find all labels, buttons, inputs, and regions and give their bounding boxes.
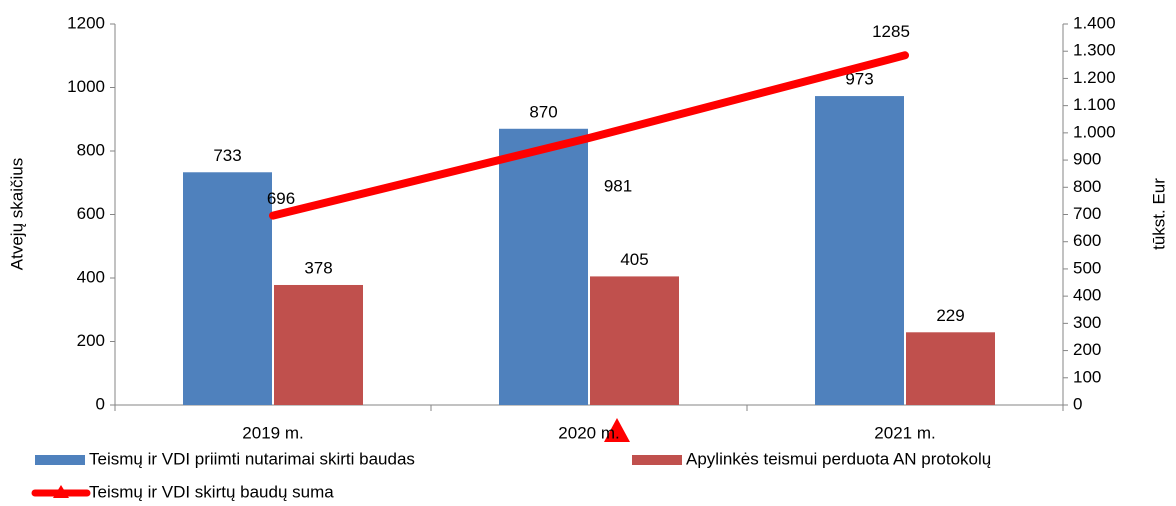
bar	[815, 96, 904, 405]
y-axis-title: Atvejų skaičius	[7, 158, 26, 270]
legend-label: Teismų ir VDI skirtų baudų suma	[89, 482, 334, 501]
legend-label: Teismų ir VDI priimti nutarimai skirti b…	[89, 449, 415, 468]
y-tick-label: 800	[77, 140, 105, 159]
bar	[183, 172, 272, 405]
y2-tick-label: 1.200	[1073, 68, 1116, 87]
bar	[274, 284, 363, 405]
legend-swatch	[632, 455, 682, 465]
y2-tick-label: 200	[1073, 340, 1101, 359]
y2-tick-label: 900	[1073, 150, 1101, 169]
y2-tick-label: 800	[1073, 177, 1101, 196]
bar-value-label: 405	[620, 250, 648, 269]
line-value-label: 1285	[872, 22, 910, 41]
y-tick-label: 600	[77, 204, 105, 223]
bar-value-label: 733	[213, 146, 241, 165]
y-tick-label: 400	[77, 267, 105, 286]
y-tick-label: 1200	[67, 13, 105, 32]
line-value-label: 981	[604, 177, 632, 196]
y-tick-label: 0	[96, 394, 105, 413]
bar-value-label: 229	[936, 306, 964, 325]
stray-marker	[604, 418, 630, 442]
bar	[499, 128, 588, 405]
bar	[906, 332, 995, 405]
line-value-label: 696	[267, 189, 295, 208]
bar	[590, 276, 679, 405]
y-tick-label: 200	[77, 331, 105, 350]
legend-label: Apylinkės teismui perduota AN protokolų	[686, 449, 991, 468]
y2-axis-title: tūkst. Eur	[1149, 178, 1168, 250]
y-tick-label: 1000	[67, 77, 105, 96]
line	[269, 51, 909, 220]
x-tick-label: 2019 m.	[242, 423, 303, 442]
y2-tick-label: 100	[1073, 367, 1101, 386]
x-tick-label: 2021 m.	[874, 423, 935, 442]
legend-marker	[53, 485, 69, 498]
legend-swatch	[35, 455, 85, 465]
y2-tick-label: 600	[1073, 231, 1101, 250]
bar-value-label: 973	[845, 70, 873, 89]
bar-value-label: 378	[304, 258, 332, 277]
y2-tick-label: 300	[1073, 313, 1101, 332]
y2-tick-label: 400	[1073, 286, 1101, 305]
y2-tick-label: 1.000	[1073, 122, 1116, 141]
y2-tick-label: 700	[1073, 204, 1101, 223]
y2-tick-label: 0	[1073, 394, 1082, 413]
y2-tick-label: 1.400	[1073, 13, 1116, 32]
y2-tick-label: 1.300	[1073, 41, 1116, 60]
x-tick-label: 2020 m.	[558, 423, 619, 442]
y2-tick-label: 1.100	[1073, 95, 1116, 114]
y2-tick-label: 500	[1073, 258, 1101, 277]
bar-value-label: 870	[529, 102, 557, 121]
